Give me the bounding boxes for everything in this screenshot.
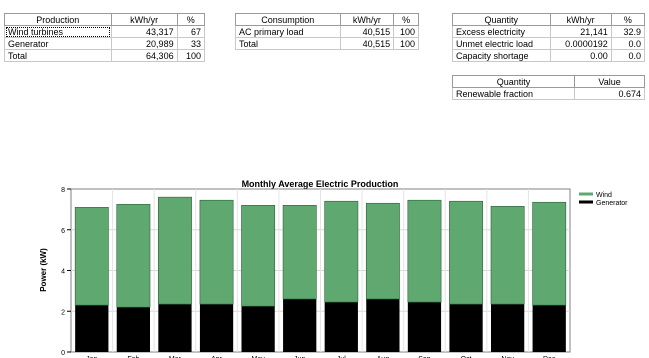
consumption-row-kwh[interactable]: 40,515 [339, 37, 395, 50]
x-tick-label: Mar [169, 356, 182, 358]
table-row[interactable]: Total 64,306 100 [4, 49, 206, 62]
renewable-row-value[interactable]: 0.674 [574, 87, 645, 100]
table-row[interactable]: Capacity shortage 0.00 0.0 [452, 49, 646, 62]
consumption-table: Consumption kWh/yr % AC primary load 40,… [235, 13, 419, 50]
bar-wind-jun [282, 205, 317, 300]
consumption-row-pct[interactable]: 100 [393, 37, 419, 50]
bar-wind-may [241, 205, 276, 307]
axes: 0 2 4 6 8 Jan Feb Mar Apr May Jun Jul Aug Sep Oct Nov De… [61, 187, 556, 358]
bar-wind-nov [490, 206, 525, 305]
bar-generator-aug [366, 299, 400, 352]
production-kwh-header[interactable]: kWh/yr [110, 13, 178, 26]
table-row[interactable]: Wind turbines 43,317 67 [4, 25, 206, 38]
table-row[interactable]: Excess electricity 21,141 32.9 [452, 25, 646, 38]
x-tick-label: Jul [337, 356, 346, 358]
bar-wind-feb [116, 203, 151, 308]
quantity-row-name[interactable]: Capacity shortage [452, 49, 551, 62]
x-tick-label: Dec [543, 356, 556, 358]
chart-title: Monthly Average Electric Production [242, 179, 399, 189]
bar-generator-dec [532, 305, 566, 352]
y-tick-label: 2 [61, 309, 65, 316]
consumption-kwh-header[interactable]: kWh/yr [339, 13, 395, 26]
renewable-table: Quantity Value Renewable fraction 0.674 [451, 75, 645, 100]
table-row[interactable]: Total 40,515 100 [235, 37, 419, 50]
renewable-col-header[interactable]: Quantity [451, 75, 576, 88]
table-row[interactable]: Generator 20,989 33 [4, 37, 206, 50]
grid-lines [71, 189, 570, 352]
x-tick-label: Jun [294, 356, 305, 358]
bar-wind-dec [532, 201, 567, 306]
legend-label-wind: Wind [596, 192, 612, 199]
x-tick-label: May [252, 356, 266, 358]
bar-wind-sep [407, 199, 442, 303]
bar-wind-apr [199, 199, 234, 305]
y-tick-label: 8 [61, 187, 65, 194]
bar-generator-may [241, 306, 275, 352]
bar-generator-feb [116, 307, 151, 352]
bar-wind-jan [74, 207, 109, 306]
production-table: Production kWh/yr % Wind turbines 43,317… [4, 13, 206, 62]
legend-label-generator: Generator [596, 200, 628, 207]
x-tick-label: Apr [211, 356, 223, 358]
x-tick-label: Nov [501, 356, 514, 358]
x-tick-label: Oct [461, 356, 472, 358]
bar-wind-oct [449, 200, 483, 305]
bar-generator-mar [158, 304, 192, 352]
quantity-row-kwh[interactable]: 0.00 [549, 49, 612, 62]
consumption-row-pct[interactable]: 100 [393, 25, 419, 38]
x-tick-label: Jan [86, 356, 97, 358]
bar-generator-oct [449, 304, 483, 352]
bar-generator-nov [490, 304, 525, 352]
table-row[interactable]: Renewable fraction 0.674 [451, 87, 645, 100]
bar-generator-jul [324, 302, 358, 352]
production-col-header[interactable]: Production [4, 13, 112, 26]
y-axis-label: Power (kW) [39, 248, 48, 292]
bar-generator-sep [407, 302, 442, 352]
bar-generator-jun [283, 299, 317, 352]
bar-wind-aug [365, 202, 400, 300]
quantity-col-header[interactable]: Quantity [452, 13, 551, 26]
bar-wind-jul [324, 200, 359, 303]
bar-generator-apr [199, 304, 234, 352]
y-tick-label: 6 [61, 228, 65, 235]
renewable-row-name[interactable]: Renewable fraction [451, 87, 576, 100]
bar-generator-jan [75, 305, 109, 352]
bar-wind-mar [158, 196, 192, 305]
bars [74, 196, 567, 352]
consumption-row-name[interactable]: Total [235, 37, 341, 50]
x-tick-label: Feb [127, 356, 139, 358]
quantity-pct-header[interactable]: % [610, 13, 646, 26]
x-tick-label: Sep [418, 356, 431, 358]
y-tick-label: 4 [61, 269, 65, 276]
quantity-row-pct[interactable]: 0.0 [610, 49, 646, 62]
quantity-table: Quantity kWh/yr % Excess electricity 21,… [452, 13, 646, 62]
table-row[interactable]: Unmet electric load 0.0000192 0.0 [452, 37, 646, 50]
production-row-pct[interactable]: 100 [176, 49, 206, 62]
y-tick-label: 0 [61, 350, 65, 357]
x-tick-label: Aug [377, 356, 390, 358]
